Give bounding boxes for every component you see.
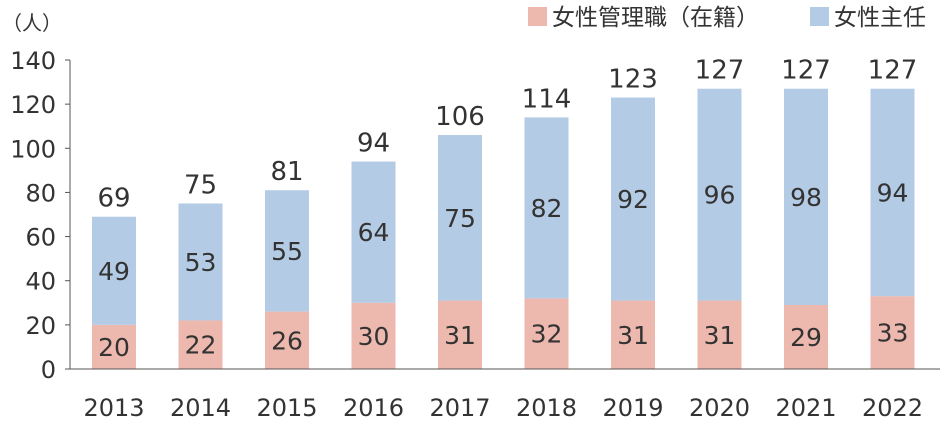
total-label: 75 [184,170,217,200]
y-axis-unit-label: （人） [2,11,62,35]
bars-group: 20 49 69 22 53 75 26 55 81 30 64 94 31 75 106 32 82 114 31… [92,56,917,369]
x-tick-label: 2013 [83,394,144,422]
x-tick-label: 2014 [170,394,231,422]
data-label: 96 [704,181,736,210]
y-axis: 0 20 40 60 80 100 120 140 [10,47,71,384]
data-label: 98 [790,183,822,212]
y-tick-label: 40 [25,268,56,296]
data-label: 33 [877,319,909,348]
x-tick-label: 2017 [429,394,490,422]
bar-segment-female-managers [265,311,309,369]
data-label: 31 [617,321,649,350]
y-tick-label: 0 [41,356,56,384]
legend: 女性管理職（在籍） 女性主任 [528,5,926,31]
bar-segment-female-managers [178,320,223,369]
data-label: 75 [444,204,476,233]
data-label: 26 [271,326,303,355]
data-label: 20 [98,333,130,362]
y-tick-label: 80 [25,179,56,207]
total-label: 69 [97,184,130,214]
bar-segment-female-chiefs [265,190,309,312]
bar-segment-female-managers [784,304,828,369]
bar-segment-female-managers [92,324,136,369]
x-tick-label: 2015 [256,394,317,422]
x-tick-label: 2019 [602,394,663,422]
data-label: 49 [98,257,130,286]
data-label: 29 [790,323,822,352]
total-label: 94 [357,129,390,159]
y-tick-label: 120 [10,91,56,119]
bar-segment-female-chiefs [697,88,742,301]
y-tick-label: 20 [25,312,56,340]
data-label: 82 [531,194,563,223]
data-label: 31 [444,321,476,350]
legend-swatch-female-managers [528,7,547,26]
legend-label-female-chiefs: 女性主任 [834,5,926,31]
bar-segment-female-chiefs [92,216,136,325]
x-tick-label: 2018 [516,394,577,422]
x-tick-label: 2016 [343,394,404,422]
x-tick-label: 2022 [862,394,923,422]
total-label: 127 [868,56,918,86]
y-tick-label: 100 [10,135,56,163]
total-label: 123 [608,65,658,95]
data-label: 30 [358,322,390,351]
total-label: 114 [522,84,572,114]
bar-segment-female-chiefs [351,161,396,303]
bar-segment-female-managers [351,302,396,369]
bar-segment-female-managers [697,300,742,369]
data-label: 32 [531,320,563,349]
data-label: 53 [185,248,217,277]
bar-segment-female-managers [524,298,569,369]
total-label: 127 [781,56,831,86]
data-label: 22 [185,331,217,360]
total-label: 127 [695,56,745,86]
bar-segment-female-chiefs [524,117,569,299]
total-label: 81 [270,157,303,187]
total-label: 106 [435,102,485,132]
bar-segment-female-chiefs [438,135,482,301]
bar-segment-female-managers [870,296,915,369]
y-tick-label: 60 [25,224,56,252]
bar-segment-female-chiefs [611,97,655,301]
x-axis: 2013 2014 2015 2016 2017 2018 2019 2020 2021 2022 [70,368,940,422]
bar-segment-female-managers [611,300,655,369]
legend-swatch-female-chiefs [810,7,829,26]
bar-segment-female-chiefs [784,88,828,305]
legend-label-female-managers: 女性管理職（在籍） [552,5,759,31]
x-tick-label: 2021 [775,394,836,422]
bar-segment-female-chiefs [178,203,223,321]
data-label: 31 [704,321,736,350]
data-label: 94 [877,178,909,207]
data-label: 92 [617,185,649,214]
x-tick-label: 2020 [689,394,750,422]
bar-segment-female-managers [438,300,482,369]
data-label: 64 [358,218,390,247]
y-tick-label: 140 [10,47,56,75]
bar-segment-female-chiefs [870,88,915,297]
data-label: 55 [271,237,303,266]
